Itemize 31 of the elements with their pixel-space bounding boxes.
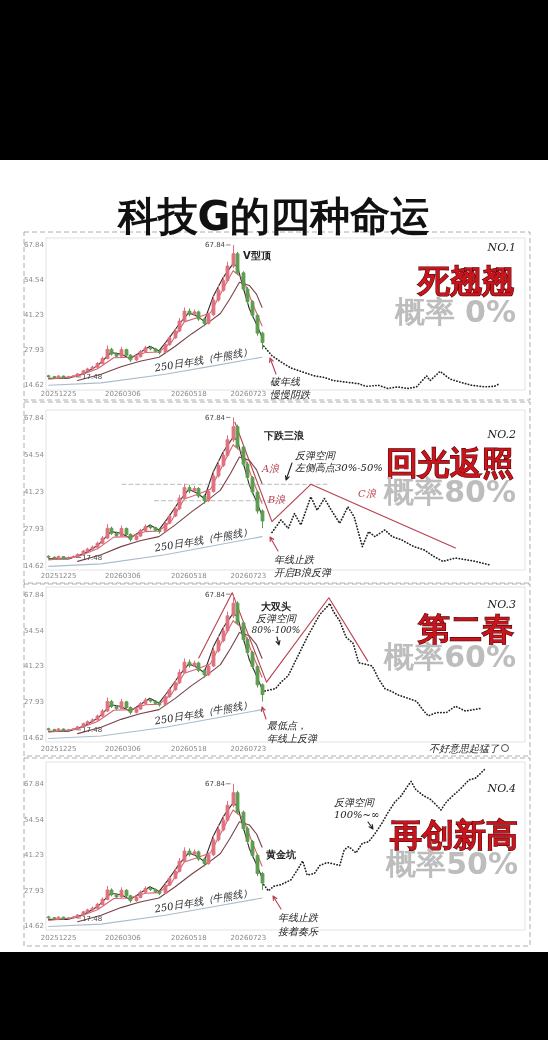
- annotation: A浪: [261, 463, 281, 474]
- annotation: 250日年线（牛熊线）: [152, 886, 254, 915]
- annotation: 80%-100%: [251, 625, 301, 635]
- annotation: 下跌三浪: [263, 430, 305, 441]
- annotation: 破年线: [270, 376, 301, 387]
- annotation: 年线上反弹: [267, 733, 318, 744]
- annotation: 反弹空间: [334, 797, 375, 808]
- annotation: NO.2: [486, 428, 516, 441]
- annotation: 开启B浪反弹: [274, 567, 333, 578]
- annotation: 250日年线（牛熊线）: [152, 698, 254, 727]
- annotation: 年线止跌: [278, 912, 319, 923]
- annotation: 左侧高点30%-50%: [295, 462, 383, 473]
- annotation: NO.3: [486, 598, 516, 611]
- annotation: 年线止跌: [274, 554, 315, 565]
- annotation: 最低点，: [267, 720, 307, 731]
- annotation: NO.1: [486, 241, 516, 254]
- annotation: 黄金坑: [265, 849, 296, 860]
- annotation: 科技G的四种命运: [116, 193, 431, 239]
- annotation: 接着奏乐: [278, 926, 319, 937]
- annotation: 100%~∞: [334, 809, 380, 820]
- annotation: 慢慢阴跌: [270, 388, 311, 400]
- annotation: 反弹空间: [295, 450, 336, 461]
- text: 不好意思起猛了: [429, 743, 500, 754]
- annotation: C浪: [358, 488, 377, 499]
- annotation: 反弹空间: [256, 613, 297, 624]
- annotation: NO.4: [486, 782, 516, 795]
- annotation: 250日年线（牛熊线）: [152, 525, 254, 554]
- annotation: 250日年线（牛熊线）: [152, 345, 254, 374]
- annotation: V型顶: [243, 250, 272, 261]
- annotation: 大双头: [260, 601, 291, 612]
- annotation: B浪: [266, 494, 286, 505]
